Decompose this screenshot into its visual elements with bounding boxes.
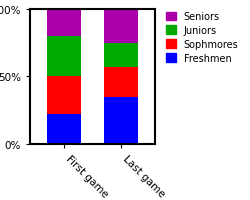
Bar	[47, 37, 81, 77]
Bar	[104, 97, 138, 144]
Bar	[47, 77, 81, 115]
Legend: Seniors, Juniors, Sophmores, Freshmen: Seniors, Juniors, Sophmores, Freshmen	[166, 12, 238, 64]
Bar	[104, 68, 138, 97]
Bar	[104, 44, 138, 68]
Bar	[104, 10, 138, 44]
Bar	[47, 115, 81, 144]
Bar	[47, 10, 81, 37]
